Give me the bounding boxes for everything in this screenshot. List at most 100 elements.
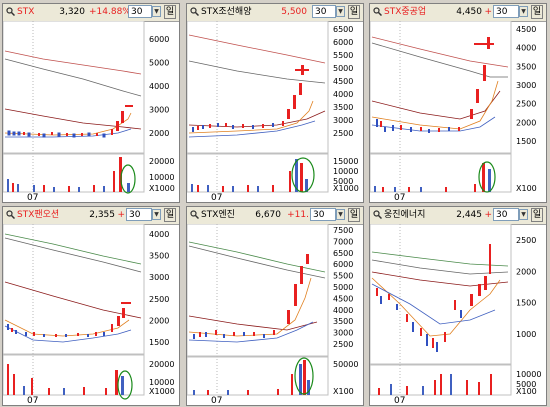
magnifier-icon[interactable]	[373, 7, 382, 16]
price-tick-label: 6000	[333, 38, 353, 47]
chart-panel-stx[interactable]: STX 3,320 +14.88% 30 ▼ 일 6000 5000 4000 300…	[2, 3, 180, 203]
price-tick-label: 2500	[333, 340, 353, 349]
panel-titlebar: STX팬오션 2,355 + 30 ▼ 일	[3, 207, 179, 225]
period-unit-button[interactable]: 일	[164, 208, 176, 222]
price-tick-label: 3000	[149, 106, 169, 115]
price-tick-label: 5500	[333, 272, 353, 281]
volume-unit-label: X1000	[333, 184, 359, 193]
period-select[interactable]: 30	[493, 208, 519, 221]
price-tick-labels: 4000 3500 3000 2500 2000 1500	[149, 230, 169, 347]
chart-panel-stx-heavy[interactable]: STX중공업 4,450 + 30 ▼ 일 4500 4000 3500 3000 25…	[369, 3, 547, 203]
price-tick-label: 6000	[149, 35, 169, 44]
stock-change: +11.	[287, 210, 309, 220]
volume-highlight-circle	[291, 157, 315, 193]
stock-price: 3,320	[59, 7, 85, 17]
chevron-down-icon[interactable]: ▼	[336, 6, 345, 17]
magnifier-icon[interactable]	[373, 210, 382, 219]
price-tick-label: 3000	[333, 116, 353, 125]
period-unit-button[interactable]: 일	[348, 208, 360, 222]
period-select[interactable]: 30	[128, 5, 152, 18]
price-tick-labels: 2500 2000 1500 1000	[516, 236, 536, 339]
chevron-down-icon[interactable]: ▼	[152, 6, 161, 17]
price-tick-label: 6500	[333, 249, 353, 258]
volume-tick-labels: 50000 X100	[333, 360, 358, 396]
period-select[interactable]: 30	[312, 5, 336, 18]
chart-panel-stx-engine[interactable]: STX엔진 6,670 +11. 30 ▼ 일 7500 7000 6500 6000…	[186, 206, 364, 406]
price-tick-labels: 7500 7000 6500 6000 5500 5000 4500 4000 3500 3000…	[333, 226, 353, 349]
volume-tick-label: 10000	[149, 378, 174, 387]
price-tick-label: 2500	[149, 295, 169, 304]
chart-panel-woongjin-energy[interactable]: 웅진에너지 2,445 + 30 ▼ 일 2500 2000 1500 1000 10…	[369, 206, 547, 406]
magnifier-icon[interactable]	[190, 210, 199, 219]
magnifier-icon[interactable]	[6, 7, 15, 16]
period-unit-button[interactable]: 일	[164, 5, 176, 19]
price-tick-label: 1000	[516, 330, 536, 339]
volume-tick-label: 5000	[516, 380, 536, 389]
chevron-down-icon[interactable]: ▼	[519, 209, 528, 220]
panel-titlebar: STX 3,320 +14.88% 30 ▼ 일	[3, 4, 179, 22]
price-tick-labels: 4500 4000 3500 3000 2500 2000 1500	[516, 25, 536, 146]
volume-highlight-circle	[117, 370, 133, 400]
period-unit-button[interactable]: 일	[531, 208, 543, 222]
price-tick-label: 5000	[333, 64, 353, 73]
period-unit-button[interactable]: 일	[531, 5, 543, 19]
chevron-down-icon[interactable]: ▼	[152, 209, 161, 220]
volume-unit-label: X100	[516, 184, 537, 193]
volume-tick-label: 10000	[516, 370, 541, 379]
volume-highlight-circle	[478, 161, 496, 193]
price-tick-label: 4000	[516, 44, 536, 53]
price-tick-label: 5500	[333, 51, 353, 60]
price-tick-label: 3000	[516, 81, 536, 90]
price-tick-label: 6000	[333, 260, 353, 269]
date-label: 07	[394, 396, 406, 406]
chart-panel-stx-panocean[interactable]: STX팬오션 2,355 + 30 ▼ 일 4000 3500 3000 2500 20…	[2, 206, 180, 406]
panel-titlebar: 웅진에너지 2,445 + 30 ▼ 일	[370, 207, 546, 225]
stock-change: +	[484, 7, 492, 17]
stock-price: 6,670	[255, 210, 281, 220]
price-tick-labels: 6500 6000 5500 5000 4500 4000 3500 3000 2500	[333, 25, 353, 138]
stock-name: STX엔진	[201, 210, 235, 220]
period-select[interactable]: 30	[493, 5, 519, 18]
price-tick-label: 2000	[516, 118, 536, 127]
price-tick-label: 4000	[149, 82, 169, 91]
stock-price: 4,450	[456, 7, 482, 17]
stock-chart: 6000 5000 4000 3000 2000 20000 10000 X1000	[3, 21, 175, 194]
price-tick-label: 4500	[333, 294, 353, 303]
stock-change: +	[484, 210, 492, 220]
price-tick-label: 4000	[333, 90, 353, 99]
chart-panel-stx-shipbuilding[interactable]: STX조선해양 5,500 30 ▼ 일 6500 6000 5500 5000 450…	[186, 3, 364, 203]
price-tick-label: 1500	[516, 299, 536, 308]
candles	[7, 130, 106, 138]
volume-unit-label: X1000	[149, 387, 175, 396]
panel-titlebar: STX조선해양 5,500 30 ▼ 일	[187, 4, 363, 22]
period-unit-button[interactable]: 일	[348, 5, 360, 19]
date-label: 07	[211, 396, 223, 406]
price-tick-label: 5000	[149, 59, 169, 68]
stock-chart: 6500 6000 5500 5000 4500 4000 3500 3000 2500 150…	[187, 21, 359, 193]
magnifier-icon[interactable]	[190, 7, 199, 16]
chevron-down-icon[interactable]: ▼	[519, 6, 528, 17]
volume-unit-label: X100	[516, 387, 537, 396]
magnifier-icon[interactable]	[6, 210, 15, 219]
price-tick-label: 2000	[149, 316, 169, 325]
period-select[interactable]: 30	[310, 208, 336, 221]
stock-price: 2,445	[456, 210, 482, 220]
stock-name: 웅진에너지	[384, 210, 426, 220]
price-tick-label: 3500	[516, 62, 536, 71]
price-tick-label: 2500	[516, 236, 536, 245]
stock-price: 5,500	[281, 7, 307, 17]
price-tick-label: 2000	[149, 129, 169, 138]
price-tick-label: 2500	[333, 129, 353, 138]
chevron-down-icon[interactable]: ▼	[336, 209, 345, 220]
period-select[interactable]: 30	[126, 208, 152, 221]
volume-tick-label: 10000	[149, 173, 174, 182]
price-tick-label: 6500	[333, 25, 353, 34]
price-tick-label: 4500	[333, 77, 353, 86]
volume-unit-label: X1000	[149, 184, 175, 193]
volume-tick-label: 15000	[333, 157, 358, 166]
price-tick-label: 3500	[333, 103, 353, 112]
stock-change: +14.88%	[89, 7, 131, 17]
volume-highlight-circle	[120, 164, 136, 194]
